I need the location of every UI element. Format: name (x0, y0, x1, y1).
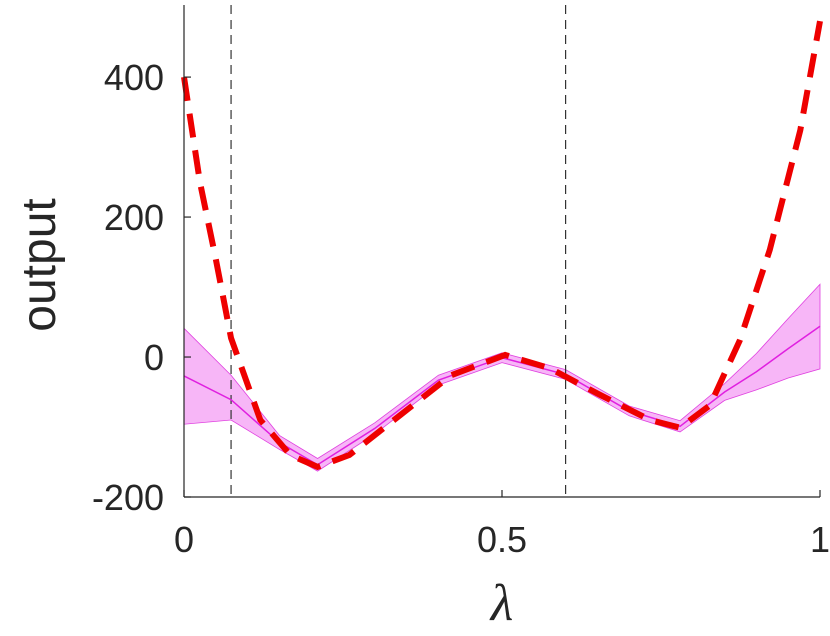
y-tick-label: 200 (104, 197, 164, 238)
x-tick-label: 1 (810, 519, 830, 560)
y-tick-label: 0 (144, 337, 164, 378)
y-tick-label: -200 (92, 477, 164, 518)
series-line (181, 20, 823, 471)
x-tick-label: 0 (174, 519, 194, 560)
x-axis-label: λ (489, 575, 514, 631)
y-tick-label: 400 (104, 57, 164, 98)
y-axis-label: output (13, 198, 66, 331)
x-tick-label: 0.5 (477, 519, 527, 560)
